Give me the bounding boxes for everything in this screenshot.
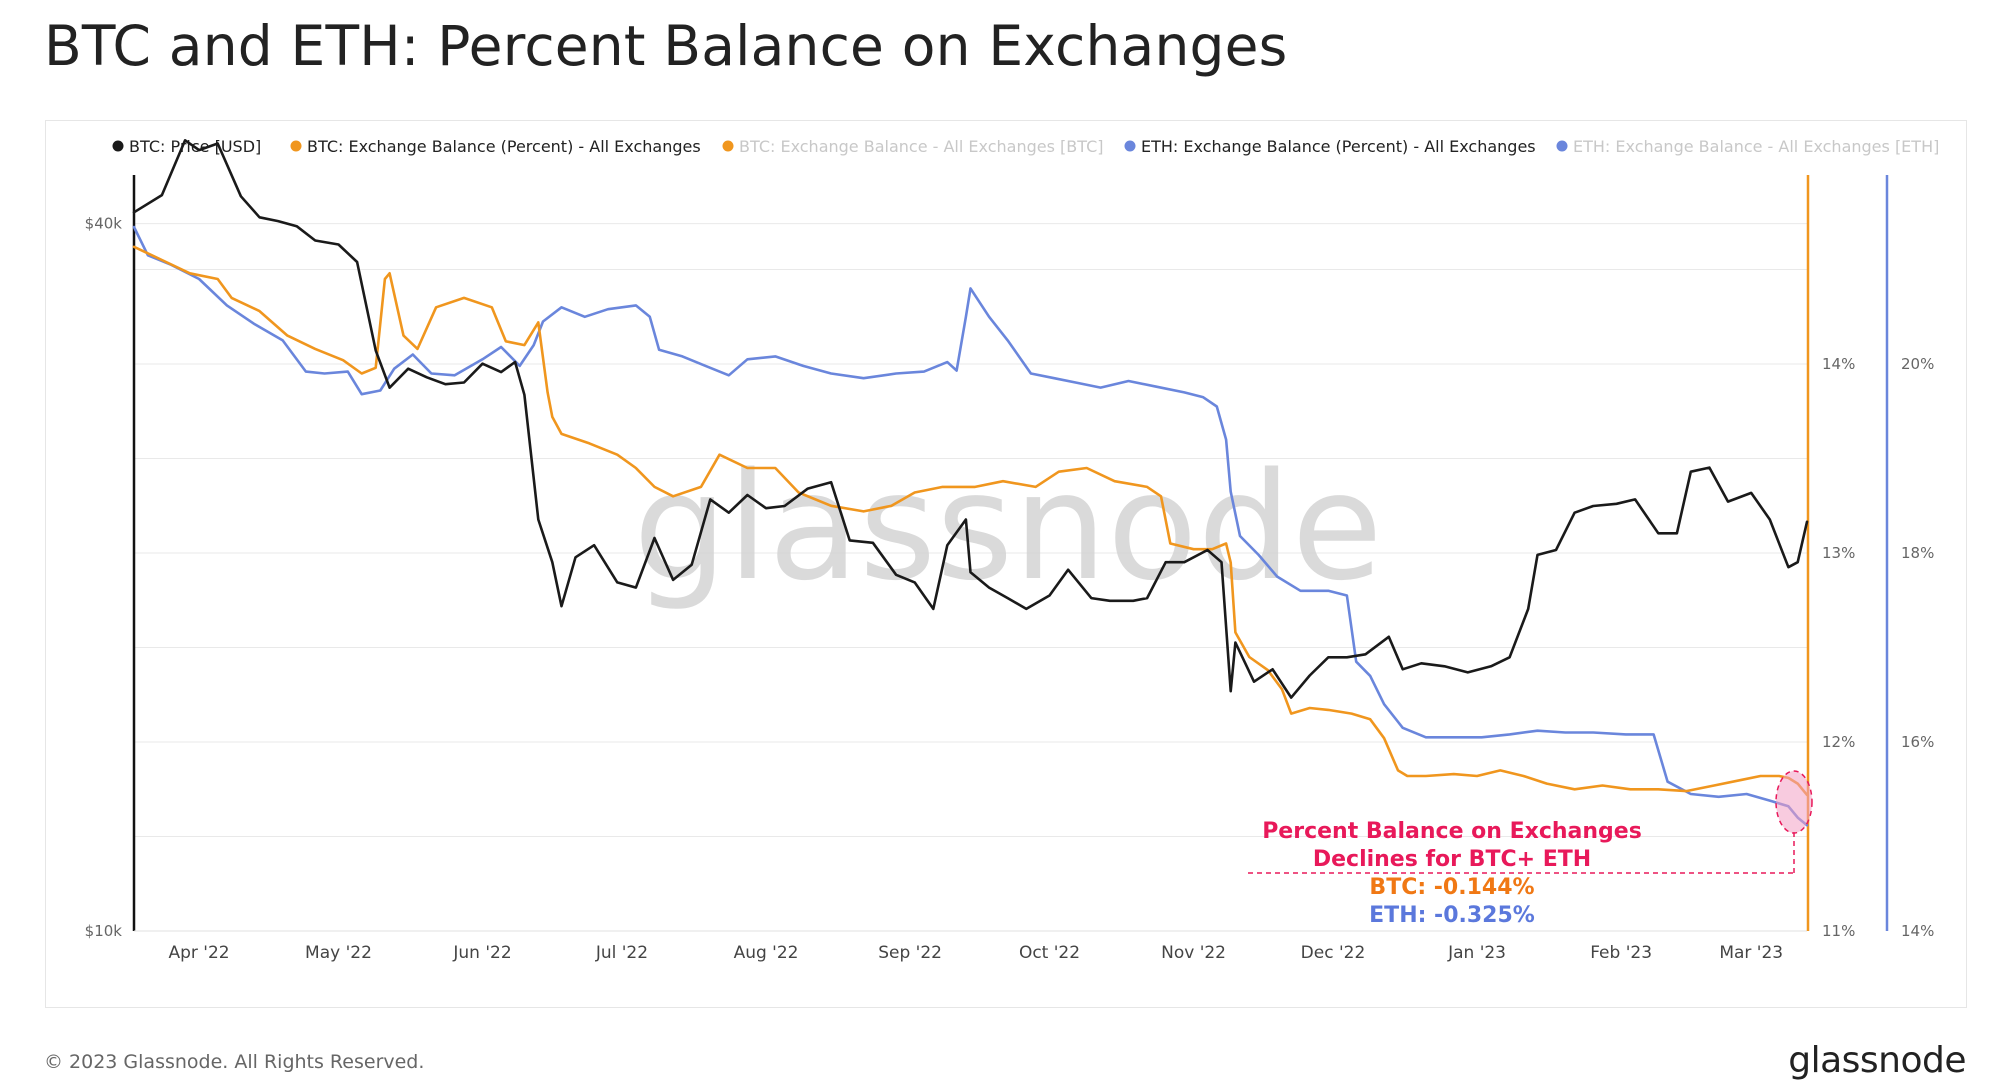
brand-logo[interactable]: glassnode	[1788, 1040, 1966, 1081]
y-btc-tick-label: 12%	[1822, 733, 1855, 751]
x-tick-label: Mar '23	[1719, 943, 1783, 963]
page-title: BTC and ETH: Percent Balance on Exchange…	[44, 14, 1288, 78]
legend-label: BTC: Exchange Balance (Percent) - All Ex…	[307, 137, 701, 156]
y-eth-tick-label: 16%	[1901, 733, 1934, 751]
legend-item[interactable]: ETH: Exchange Balance (Percent) - All Ex…	[1124, 137, 1536, 156]
annotation-highlight	[1775, 770, 1813, 834]
y-eth-tick-label: 14%	[1901, 922, 1934, 940]
grid	[134, 223, 1807, 837]
legend-dot	[1556, 140, 1568, 152]
y-left-tick-label: $10k	[85, 922, 123, 940]
eth-balance-line	[132, 225, 1809, 827]
x-tick-label: May '22	[305, 943, 372, 963]
y-btc-tick-label: 11%	[1822, 922, 1855, 940]
y-eth-tick-label: 20%	[1901, 355, 1934, 373]
legend-dot	[112, 140, 124, 152]
btc-balance-line	[132, 245, 1809, 797]
x-tick-label: Oct '22	[1019, 943, 1080, 963]
x-tick-label: Jun '22	[452, 943, 511, 963]
x-tick-label: Apr '22	[168, 943, 229, 963]
x-tick-label: Jan '23	[1447, 943, 1506, 963]
x-tick-label: Dec '22	[1301, 943, 1366, 963]
legend-dot	[722, 140, 734, 152]
legend: BTC: Price [USD] BTC: Exchange Balance (P…	[112, 137, 1940, 156]
y-eth-tick-label: 18%	[1901, 544, 1934, 562]
watermark: glassnode	[633, 441, 1382, 613]
legend-item[interactable]: BTC: Exchange Balance - All Exchanges [B…	[722, 137, 1104, 156]
annotation: Percent Balance on Exchanges Declines fo…	[1248, 770, 1813, 928]
legend-label: BTC: Exchange Balance - All Exchanges [B…	[739, 137, 1103, 156]
legend-dot	[290, 140, 302, 152]
legend-item[interactable]: BTC: Price [USD]	[112, 137, 262, 156]
x-tick-label: Sep '22	[878, 943, 942, 963]
y-left-tick-label: $40k	[85, 215, 123, 233]
annotation-eth: ETH: -0.325%	[1369, 903, 1535, 928]
x-tick-label: Nov '22	[1161, 943, 1226, 963]
x-tick-label: Jul '22	[595, 943, 648, 963]
legend-label: ETH: Exchange Balance (Percent) - All Ex…	[1141, 137, 1536, 156]
chart-panel	[45, 120, 1967, 1008]
annotation-line2: Declines for BTC+ ETH	[1313, 847, 1591, 872]
x-tick-label: Feb '23	[1590, 943, 1652, 963]
legend-item[interactable]: BTC: Exchange Balance (Percent) - All Ex…	[290, 137, 701, 156]
annotation-line1: Percent Balance on Exchanges	[1262, 819, 1642, 844]
legend-dot	[1124, 140, 1136, 152]
legend-label: ETH: Exchange Balance - All Exchanges [E…	[1573, 137, 1939, 156]
x-tick-label: Aug '22	[734, 943, 799, 963]
legend-item[interactable]: ETH: Exchange Balance - All Exchanges [E…	[1556, 137, 1940, 156]
y-btc-tick-label: 13%	[1822, 544, 1855, 562]
annotation-btc: BTC: -0.144%	[1369, 875, 1534, 900]
y-btc-tick-label: 14%	[1822, 355, 1855, 373]
series-lines	[132, 139, 1809, 827]
copyright: © 2023 Glassnode. All Rights Reserved.	[44, 1051, 425, 1073]
btc-price-line	[132, 139, 1809, 699]
